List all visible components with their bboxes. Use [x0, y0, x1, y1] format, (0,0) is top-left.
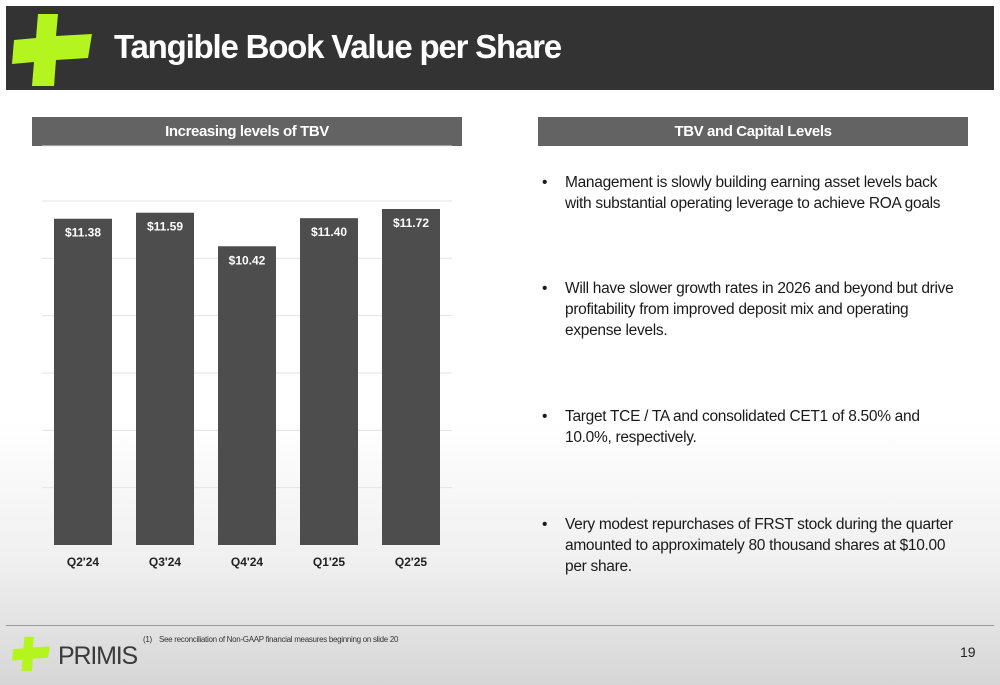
footnote-number: (1): [143, 635, 152, 644]
bar-value-label: $11.59: [147, 220, 183, 234]
x-tick-label: Q2'25: [395, 555, 428, 569]
primis-small-logo-icon: [12, 636, 50, 672]
capital-panel-heading: TBV and Capital Levels: [538, 117, 968, 146]
bullet-dot-icon: •: [542, 516, 548, 533]
bar-Q2'25: [382, 209, 440, 545]
x-tick-label: Q2'24: [67, 555, 100, 569]
bullet-text: Very modest repurchases of FRST stock du…: [565, 516, 953, 575]
bar-value-label: $10.42: [229, 253, 266, 267]
bar-Q4'24: [218, 246, 276, 545]
page-title: Tangible Book Value per Share: [114, 28, 562, 65]
footnote-text: See reconciliation of Non-GAAP financial…: [159, 635, 399, 644]
x-tick-label: Q3'24: [149, 555, 182, 569]
x-tick-label: Q1'25: [313, 555, 346, 569]
tbv-bar-chart: $11.38 Q2'24 $11.59 Q3'24 $10.42 Q4'24 $11.40 Q…: [42, 145, 452, 569]
bar-value-label: $11.38: [65, 226, 101, 240]
bullet-dot-icon: •: [542, 174, 548, 191]
x-tick-label: Q4'24: [231, 555, 264, 569]
primis-logo-icon: [12, 14, 92, 86]
bullet-text: Management is slowly building earning as…: [565, 174, 941, 212]
bullet-text: Target TCE / TA and consolidated CET1 of…: [565, 408, 920, 446]
slide-header: Tangible Book Value per Share: [6, 6, 994, 90]
brand-wordmark: PRIMIS: [58, 642, 138, 670]
bar-value-label: $11.40: [311, 225, 347, 239]
footer-divider: [6, 625, 994, 626]
bar-Q2'24: [54, 218, 112, 545]
bar-Q1'25: [300, 218, 358, 545]
bullet-dot-icon: •: [542, 280, 548, 297]
page-number: 19: [960, 644, 976, 660]
bar-Q3'24: [136, 212, 194, 545]
bullet-text: Will have slower growth rates in 2026 an…: [565, 280, 954, 339]
footnote: (1) See reconciliation of Non-GAAP financ…: [143, 635, 398, 644]
bar-value-label: $11.72: [393, 216, 429, 230]
chart-panel-heading: Increasing levels of TBV: [32, 117, 462, 146]
bullet-dot-icon: •: [542, 408, 548, 425]
